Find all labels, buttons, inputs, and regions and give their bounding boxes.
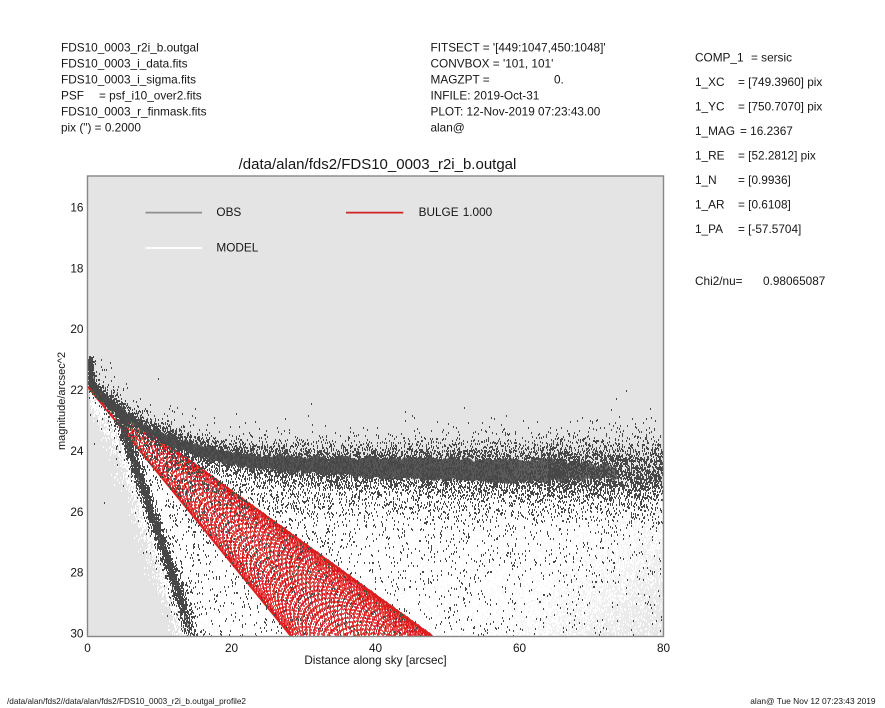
svg-text:OBS: OBS [216, 205, 241, 219]
svg-text:/data/alan/fds2/FDS10_0003_r2i: /data/alan/fds2/FDS10_0003_r2i_b.outgal [239, 156, 517, 173]
svg-text:FDS10_0003_r_finmask.fits: FDS10_0003_r_finmask.fits [61, 105, 207, 119]
svg-text:FDS10_0003_i_sigma.fits: FDS10_0003_i_sigma.fits [61, 73, 196, 87]
svg-text:1_N: 1_N [695, 173, 717, 187]
svg-text:= [750.7070] pix: = [750.7070] pix [738, 100, 822, 114]
svg-text:22: 22 [70, 383, 83, 397]
svg-text:1_MAG: 1_MAG [695, 124, 735, 138]
svg-text:PSF: PSF [61, 89, 84, 103]
svg-text:= [0.6108]: = [0.6108] [738, 198, 791, 212]
svg-text:MAGZPT =: MAGZPT = [431, 73, 490, 87]
svg-text:26: 26 [70, 505, 84, 519]
svg-text:magnitude/arcsec^2: magnitude/arcsec^2 [56, 352, 68, 450]
svg-text:1_AR: 1_AR [695, 198, 725, 212]
svg-text:alan@ Tue Nov 12 07:23:43 201: alan@ Tue Nov 12 07:23:43 2019 [750, 696, 876, 706]
svg-text:FITSECT = '[449:1047,450:1048]: FITSECT = '[449:1047,450:1048]' [431, 41, 606, 55]
svg-text:28: 28 [70, 566, 84, 580]
svg-text:= 16.2367: = 16.2367 [740, 124, 793, 138]
svg-text:24: 24 [70, 444, 84, 458]
svg-text:CONVBOX = '101, 101': CONVBOX = '101, 101' [431, 57, 554, 71]
svg-text:1_RE: 1_RE [695, 149, 725, 163]
svg-text:1_XC: 1_XC [695, 75, 725, 89]
svg-text:80: 80 [657, 641, 671, 655]
svg-text:FDS10_0003_r2i_b.outgal: FDS10_0003_r2i_b.outgal [61, 41, 199, 55]
svg-text:INFILE: 2019-Oct-31: INFILE: 2019-Oct-31 [431, 89, 540, 103]
svg-text:BULGE: BULGE [419, 205, 459, 219]
svg-text:PLOT: 12-Nov-2019 07:23:43.00: PLOT: 12-Nov-2019 07:23:43.00 [431, 105, 601, 119]
svg-text:Distance along sky [arcsec]: Distance along sky [arcsec] [304, 654, 446, 667]
svg-text:= [-57.5704]: = [-57.5704] [738, 222, 801, 236]
svg-text:0: 0 [84, 641, 91, 655]
svg-text:16: 16 [70, 200, 84, 214]
svg-text:FDS10_0003_i_data.fits: FDS10_0003_i_data.fits [61, 57, 188, 71]
svg-text:1.000: 1.000 [463, 205, 493, 219]
svg-text:40: 40 [369, 641, 383, 655]
svg-text:18: 18 [70, 261, 84, 275]
svg-text:1_PA: 1_PA [695, 222, 723, 236]
svg-text:Chi2/nu=: Chi2/nu= [695, 274, 743, 288]
svg-text:1_YC: 1_YC [695, 100, 725, 114]
svg-text:/data/alan/fds2//data/alan/fds: /data/alan/fds2//data/alan/fds2/FDS10_00… [7, 697, 246, 706]
svg-text:= [52.2812] pix: = [52.2812] pix [738, 149, 816, 163]
svg-text:20: 20 [225, 641, 239, 655]
svg-text:20: 20 [70, 322, 84, 336]
svg-text:60: 60 [513, 641, 527, 655]
svg-text:pix (") = 0.2000: pix (") = 0.2000 [61, 121, 141, 135]
svg-text:= [0.9936]: = [0.9936] [738, 173, 791, 187]
svg-text:= sersic: = sersic [751, 51, 792, 65]
svg-text:0.98065087: 0.98065087 [763, 274, 825, 288]
svg-text:= [749.3960] pix: = [749.3960] pix [738, 75, 822, 89]
svg-text:0.: 0. [554, 73, 564, 87]
svg-text:30: 30 [70, 627, 84, 641]
svg-text:= psf_i10_over2.fits: = psf_i10_over2.fits [99, 89, 202, 103]
svg-text:COMP_1: COMP_1 [695, 51, 744, 65]
svg-text:alan@: alan@ [431, 121, 465, 135]
svg-text:MODEL: MODEL [216, 240, 258, 254]
